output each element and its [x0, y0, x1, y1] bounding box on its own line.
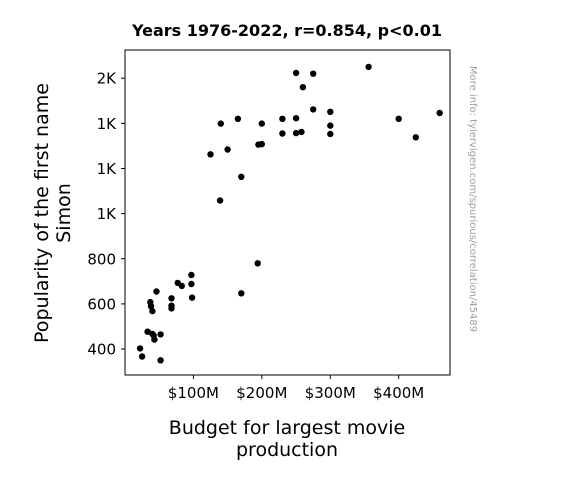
data-point — [217, 120, 224, 127]
data-point — [178, 282, 185, 290]
data-point — [292, 129, 300, 137]
data-point — [327, 122, 334, 129]
data-point — [157, 331, 164, 338]
data-point — [168, 305, 175, 312]
data-point — [188, 280, 195, 288]
data-point — [147, 303, 155, 310]
data-point — [327, 130, 334, 138]
x-tick-label: $300M — [305, 384, 356, 402]
data-point — [327, 108, 334, 116]
y-axis-label-line-1: Popularity of the first name — [31, 83, 53, 343]
data-point — [168, 295, 175, 302]
y-tick-label: 2K — [97, 70, 118, 88]
data-point — [365, 63, 372, 71]
y-tick-label: 600 — [87, 295, 116, 313]
data-point — [153, 288, 160, 295]
chart-title: Years 1976-2022, r=0.854, p<0.01 — [131, 21, 442, 40]
y-tick-label: 1K — [97, 205, 118, 223]
y-axis: 400 600 800 1K 1K 1K 2K — [87, 70, 125, 359]
data-point — [298, 128, 305, 136]
data-point — [144, 328, 151, 335]
data-point — [238, 173, 245, 180]
data-point — [216, 197, 224, 204]
y-tick-label: 1K — [97, 160, 118, 178]
x-axis: $100M $200M $300M $400M — [168, 375, 424, 402]
plot-frame — [124, 49, 451, 376]
data-point — [138, 353, 146, 360]
data-point — [310, 70, 317, 77]
data-point — [395, 115, 402, 123]
y-axis-label-line-2: Simon — [53, 183, 75, 243]
points-layer — [136, 63, 443, 364]
data-point — [279, 130, 286, 137]
data-point — [279, 115, 286, 123]
data-point — [258, 140, 265, 148]
x-tick-label: $200M — [236, 384, 287, 402]
data-point — [188, 294, 196, 301]
y-tick-label: 1K — [97, 115, 118, 133]
data-point — [292, 69, 300, 77]
data-point — [310, 106, 317, 113]
y-tick-label: 800 — [87, 250, 116, 268]
data-point — [412, 134, 419, 141]
data-point — [254, 260, 261, 267]
data-point — [136, 345, 144, 352]
data-point — [207, 151, 214, 158]
x-axis-label-line-2: production — [236, 439, 338, 461]
y-tick-label: 400 — [87, 341, 116, 359]
data-point — [299, 84, 307, 91]
source-note: More info: tylervigen.com/spurious/corre… — [467, 66, 478, 332]
data-point — [151, 336, 158, 343]
data-point — [234, 115, 242, 123]
data-point — [436, 109, 443, 117]
data-point — [258, 120, 265, 127]
data-point — [157, 357, 164, 364]
data-point — [292, 115, 300, 122]
data-point — [238, 290, 245, 297]
data-point — [224, 146, 231, 153]
x-axis-label-line-1: Budget for largest movie — [169, 417, 405, 439]
data-point — [149, 307, 156, 315]
x-tick-label: $400M — [373, 384, 424, 402]
x-tick-label: $100M — [168, 384, 219, 402]
data-point — [188, 271, 195, 279]
